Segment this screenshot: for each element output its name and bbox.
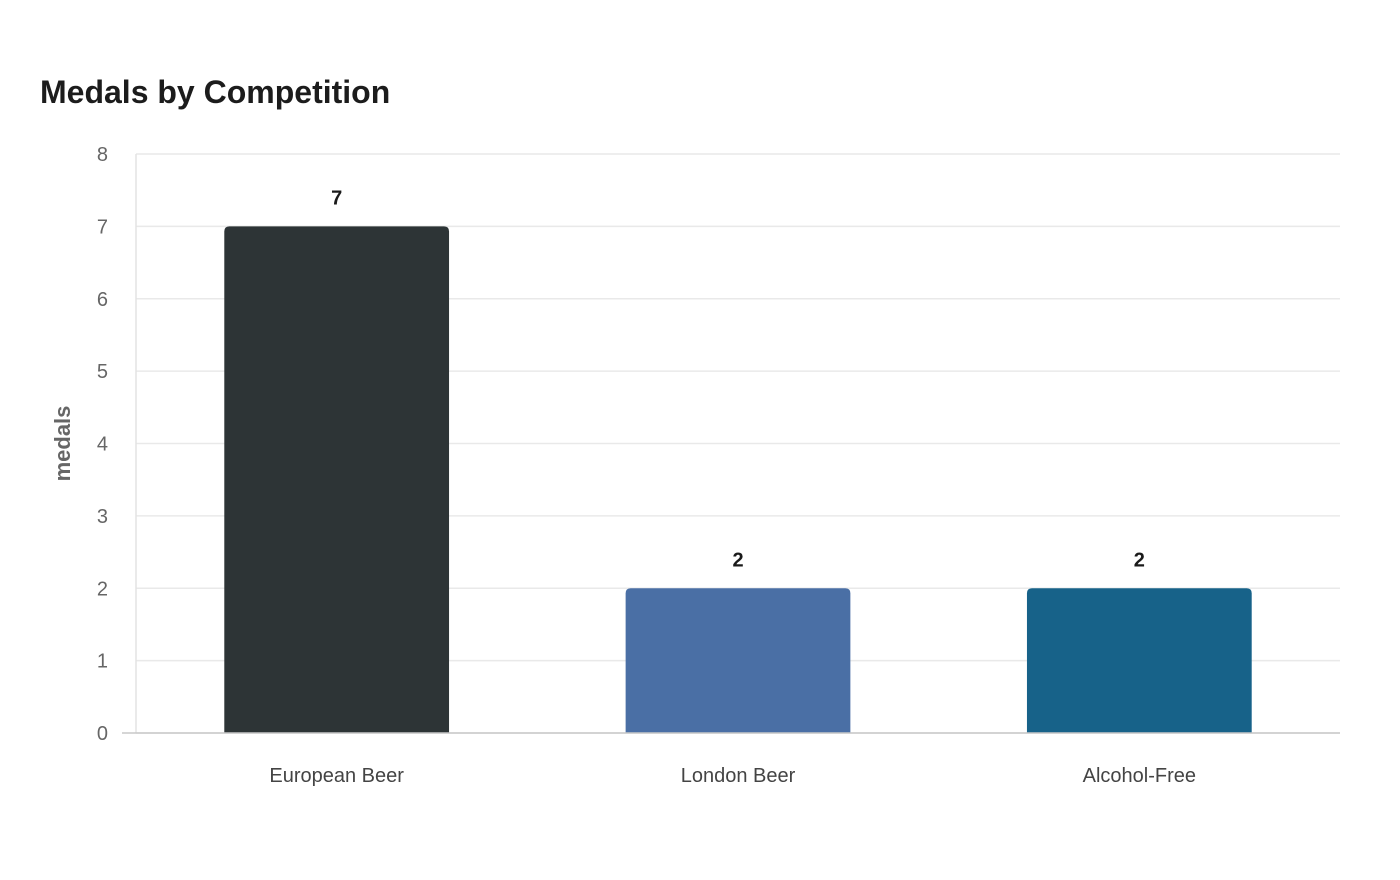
y-axis-ticks: 0 1 2 3 4 5 6 7 8 xyxy=(97,144,108,745)
y-tick-label: 0 xyxy=(97,723,108,745)
data-label: 2 xyxy=(732,549,743,571)
y-tick-label: 3 xyxy=(97,506,108,528)
y-tick-label: 8 xyxy=(97,144,108,166)
y-tick-label: 2 xyxy=(97,578,108,600)
y-axis-title: medals xyxy=(50,406,75,482)
bar-european-beer xyxy=(224,226,450,733)
y-tick-label: 6 xyxy=(97,289,108,311)
chart-title: Medals by Competition xyxy=(40,74,391,110)
bars xyxy=(224,226,1252,733)
data-label: 2 xyxy=(1134,549,1145,571)
y-tick-label: 5 xyxy=(97,361,108,383)
x-category-label: European Beer xyxy=(269,765,404,787)
bar-london-beer xyxy=(625,588,851,733)
x-category-label: Alcohol-Free xyxy=(1083,765,1196,787)
data-labels: 7 2 2 xyxy=(331,187,1145,571)
bar-alcohol-free xyxy=(1026,588,1252,733)
x-axis-categories: European Beer London Beer Alcohol-Free xyxy=(269,765,1196,787)
y-tick-label: 4 xyxy=(97,434,108,456)
y-tick-label: 1 xyxy=(97,651,108,673)
data-label: 7 xyxy=(331,187,342,209)
y-tick-label: 7 xyxy=(97,216,108,238)
x-category-label: London Beer xyxy=(681,765,796,787)
